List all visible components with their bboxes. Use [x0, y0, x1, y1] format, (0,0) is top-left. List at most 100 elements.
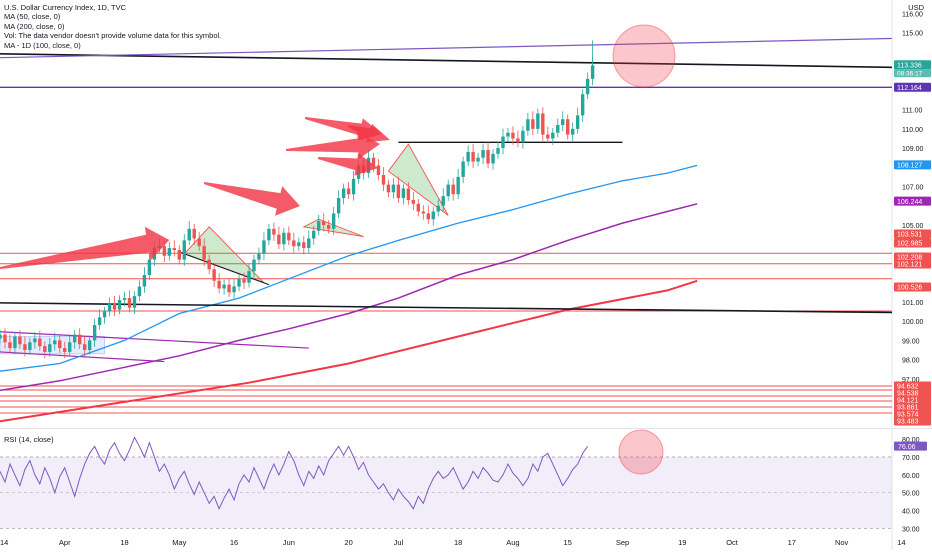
time-axis-tick: Aug: [506, 538, 519, 547]
triangle-pattern: [183, 226, 265, 284]
triangle-pattern: [387, 143, 449, 216]
candle-body: [511, 132, 515, 139]
candle: [202, 238, 206, 266]
candle-body: [8, 342, 12, 349]
candle: [585, 72, 590, 100]
candle-body: [63, 348, 67, 352]
trendline-black-lower: [0, 302, 893, 314]
candle-body: [541, 113, 545, 135]
time-axis-tick: 15: [564, 538, 572, 547]
price-axis-label-text: 94.632: [897, 384, 919, 391]
price-axis-tick: 115.00: [902, 31, 923, 38]
candle-body: [13, 336, 17, 349]
price-axis-label-bg: [894, 259, 931, 269]
time-axis-tick: Apr: [59, 538, 71, 547]
candle-body: [302, 242, 306, 249]
candle: [346, 182, 351, 200]
candle-body: [292, 240, 296, 247]
candle-body: [147, 259, 152, 275]
rsi-legend[interactable]: RSI (14, close): [4, 435, 54, 444]
candle-body: [556, 125, 560, 133]
rsi-axis-tick: 40.00: [902, 509, 920, 516]
candle: [556, 118, 560, 138]
candle-body: [580, 94, 585, 116]
channel-line-purple: [0, 331, 309, 349]
legend-ma50-line[interactable]: MA (50, close, 0): [4, 12, 61, 22]
price-axis-label-text: 94.121: [897, 398, 919, 405]
candle-body: [411, 200, 416, 204]
price-axis-label-bg: [894, 160, 931, 170]
candle: [28, 337, 32, 355]
candle-body: [441, 196, 445, 206]
candle: [481, 143, 485, 165]
candle-body: [0, 334, 2, 339]
candle: [575, 107, 580, 134]
legend-ma100-line[interactable]: MA - 1D (100, close, 0): [4, 40, 81, 50]
candle: [511, 126, 515, 145]
trendline-purple-upper: [0, 37, 893, 59]
candle-body: [267, 228, 271, 241]
candle: [53, 332, 57, 351]
candle-body: [142, 275, 147, 287]
trendline-black-upper: [0, 53, 893, 69]
candle: [476, 152, 480, 167]
rsi-axis-tick: 80.00: [902, 437, 920, 444]
time-axis-tick: Nov: [835, 538, 849, 547]
candle: [8, 334, 12, 353]
candle: [87, 335, 92, 355]
candle-body: [571, 128, 575, 135]
legend-ma200-line[interactable]: MA (200, close, 0): [4, 21, 65, 31]
candle: [336, 190, 341, 219]
candle: [426, 205, 430, 225]
candle: [317, 214, 321, 236]
legend-volume-line[interactable]: Vol: The data vendor doesn't provide vol…: [4, 31, 222, 41]
time-axis-tick: 17: [788, 538, 796, 547]
candle-body: [77, 334, 82, 345]
legend-symbol-line[interactable]: U.S. Dollar Currency Index, 1D, TVC: [4, 3, 126, 12]
candle-body: [23, 344, 27, 350]
candle: [0, 329, 2, 344]
candle: [521, 125, 525, 149]
candle: [252, 254, 256, 278]
pattern-line: [179, 251, 270, 286]
price-axis-label: 93.483: [894, 416, 931, 426]
price-axis-label-text: 94.538: [897, 391, 919, 398]
candle: [312, 225, 316, 245]
candle-body: [391, 184, 396, 193]
candle-body: [87, 340, 92, 350]
candle-body: [396, 184, 401, 199]
candle: [217, 272, 221, 294]
price-axis-label: 102.121: [894, 259, 931, 269]
candle-body: [82, 344, 87, 350]
candle: [287, 226, 291, 246]
candle-body: [247, 271, 251, 283]
candle: [406, 182, 411, 205]
time-axis-tick: 18: [120, 538, 128, 547]
candle-body: [486, 150, 490, 164]
price-axis-label-text: 113.336: [897, 62, 922, 69]
candle-body: [97, 317, 102, 325]
candle: [232, 278, 236, 299]
candle-body: [376, 165, 381, 175]
price-axis-label: 94.632: [894, 381, 931, 391]
candle-body: [371, 157, 376, 166]
candle-body: [162, 246, 167, 256]
candle-body: [112, 303, 117, 310]
price-axis-label-text: 112.164: [897, 85, 922, 92]
candle: [212, 262, 216, 288]
price-axis-tick: 116.00: [902, 11, 923, 18]
candle-body: [297, 242, 301, 247]
candle: [272, 222, 276, 241]
price-axis-label-text: 106.244: [897, 199, 922, 206]
candle: [461, 156, 465, 184]
candle: [381, 167, 386, 191]
price-axis-label-bg: [894, 252, 931, 262]
candle-body: [202, 246, 206, 260]
price-axis-label-text: 93.574: [897, 412, 919, 419]
candle-body: [102, 311, 107, 318]
candle-body: [451, 184, 455, 195]
candle: [147, 254, 152, 280]
candle-body: [197, 238, 201, 247]
